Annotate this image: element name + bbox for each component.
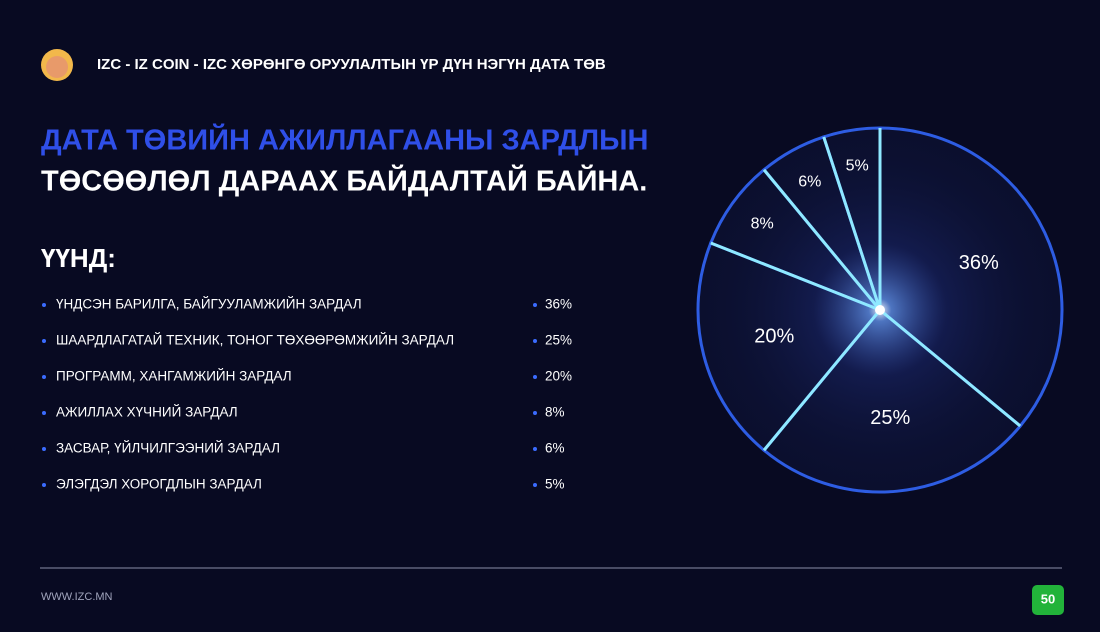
list-value: 25%	[545, 333, 572, 348]
spoke	[822, 136, 882, 311]
footer-url: WWW.IZC.MN	[41, 591, 113, 603]
list-value: 36%	[545, 297, 572, 312]
bullet	[533, 339, 537, 343]
bullet	[533, 303, 537, 307]
slice-label: 25%	[870, 407, 910, 429]
spoke	[762, 309, 882, 452]
heading-line1: ДАТА ТӨВИЙН АЖИЛЛАГААНЫ ЗАРДЛЫН	[41, 123, 648, 157]
legend-list: ҮНДСЭН БАРИЛГА, БАЙГУУЛАМЖИЙН ЗАРДАЛ 36% Ш…	[42, 297, 572, 492]
spoke	[710, 241, 881, 312]
heading-line2: ТӨСӨӨЛӨЛ ДАРААХ БАЙДАЛТАЙ БАЙНА.	[41, 164, 647, 198]
spoke	[879, 308, 1022, 428]
bullet	[533, 483, 537, 487]
slice-label: 36%	[959, 252, 999, 274]
bullet	[42, 483, 46, 487]
bullet	[533, 447, 537, 451]
bullet	[42, 339, 46, 343]
slice-label: 5%	[846, 157, 869, 174]
subheading: ҮҮНД:	[41, 243, 116, 273]
bullet	[42, 411, 46, 415]
list-value: 5%	[545, 477, 565, 492]
center-flare	[875, 305, 885, 315]
header-title: IZC - IZ COIN - IZC ХӨРӨНГӨ ОРУУЛАЛТЫН Ү…	[97, 56, 606, 73]
bullet	[533, 411, 537, 415]
slice-label: 8%	[751, 216, 774, 233]
list-item: ЭЛЭГДЭЛ ХОРОГДЛЫН ЗАРДАЛ	[56, 477, 262, 492]
spoke	[762, 168, 882, 311]
bullet	[42, 303, 46, 307]
bullet	[42, 447, 46, 451]
list-item: АЖИЛЛАХ ХҮЧНИЙ ЗАРДАЛ	[56, 405, 238, 420]
bullet	[42, 375, 46, 379]
list-value: 20%	[545, 369, 572, 384]
page-number: 50	[1041, 591, 1055, 606]
list-value: 6%	[545, 441, 565, 456]
list-item: ШААРДЛАГАТАЙ ТЕХНИК, ТОНОГ ТӨХӨӨРӨМЖИЙН …	[56, 333, 454, 348]
list-item: ПРОГРАММ, ХАНГАМЖИЙН ЗАРДАЛ	[56, 369, 292, 384]
slice-label: 20%	[754, 325, 794, 347]
slice-label: 6%	[798, 174, 821, 191]
page-badge	[1032, 585, 1064, 615]
logo-face	[46, 56, 68, 78]
pie-chart: 36% 25% 20% 8% 6% 5%	[690, 120, 1070, 500]
list-value: 8%	[545, 405, 565, 420]
bullet	[533, 375, 537, 379]
list-item: ҮНДСЭН БАРИЛГА, БАЙГУУЛАМЖИЙН ЗАРДАЛ	[56, 297, 362, 312]
list-item: ЗАСВАР, ҮЙЛЧИЛГЭЭНИЙ ЗАРДАЛ	[56, 441, 280, 456]
